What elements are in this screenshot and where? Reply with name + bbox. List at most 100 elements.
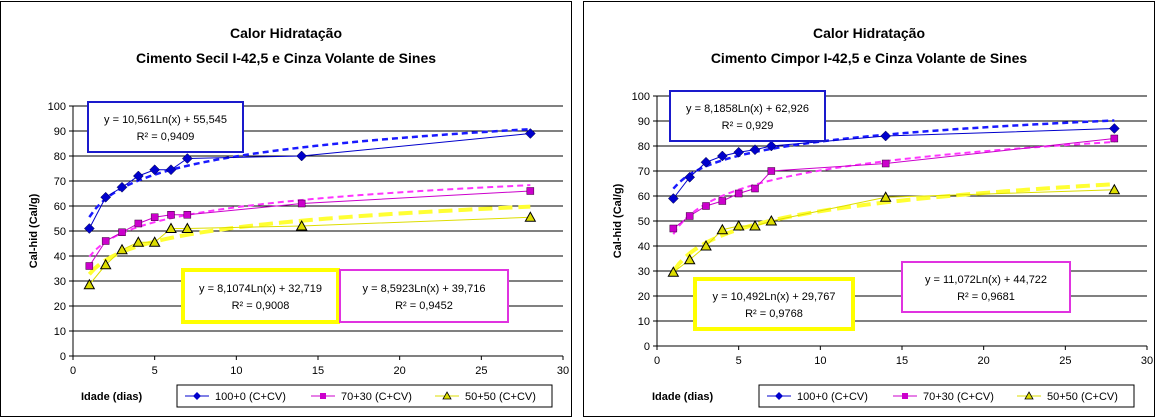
trendline (88, 127, 531, 218)
data-point (1108, 123, 1120, 134)
data-point (700, 156, 712, 168)
y-tick-label: 50 (638, 216, 650, 228)
data-point (100, 191, 112, 203)
chart-panel-secil: Calor Hidratação Cimento Secil I-42,5 e C… (0, 1, 572, 417)
data-point (667, 193, 679, 204)
x-tick-label: 25 (475, 365, 487, 377)
y-tick-label: 40 (638, 241, 650, 253)
data-point (165, 164, 177, 176)
y-tick-label: 60 (54, 201, 66, 213)
x-tick-label: 30 (557, 365, 569, 377)
data-point (880, 130, 892, 142)
y-tick-label: 0 (644, 341, 650, 353)
chart-title: Calor Hidratação (813, 25, 925, 41)
data-point (181, 153, 193, 164)
data-point (765, 214, 778, 226)
trendline-equation-box (87, 101, 244, 153)
legend-label: 70+30 (C+CV) (341, 391, 412, 403)
data-point (295, 219, 308, 231)
y-tick-label: 10 (638, 316, 650, 328)
legend-marker (902, 393, 908, 399)
data-point (685, 212, 694, 220)
x-tick-label: 20 (978, 355, 990, 367)
data-point (1110, 134, 1119, 143)
x-tick-label: 5 (736, 355, 742, 367)
data-point (734, 189, 743, 198)
legend-marker (193, 392, 201, 400)
chart-subtitle: Cimento Cimpor I-42,5 e Cinza Volante de… (711, 50, 1028, 66)
y-tick-label: 60 (638, 191, 650, 203)
legend-label: 100+0 (C+CV) (797, 391, 868, 403)
y-tick-label: 80 (54, 151, 66, 163)
data-point (101, 237, 110, 245)
y-tick-label: 90 (54, 126, 66, 138)
data-point (683, 253, 696, 265)
x-tick-label: 15 (312, 365, 324, 377)
data-point (1108, 183, 1121, 195)
data-point (667, 266, 680, 277)
trendline-r2: R² = 0,9768 (745, 308, 803, 320)
trendline-equation-box (339, 269, 509, 323)
x-tick-label: 0 (70, 365, 76, 377)
trendline (672, 119, 1115, 190)
data-point (526, 187, 535, 195)
x-axis-label: Idade (dias) (81, 391, 142, 403)
y-tick-label: 70 (638, 166, 650, 178)
legend-marker (442, 391, 452, 400)
x-tick-label: 5 (152, 365, 158, 377)
trendline-equation: y = 8,5923Ln(x) + 39,716 (363, 283, 486, 295)
y-tick-label: 30 (54, 276, 66, 288)
chart-svg-cimpor: Calor Hidratação Cimento Cimpor I-42,5 e … (612, 25, 1153, 408)
x-tick-label: 10 (814, 355, 826, 367)
data-point (181, 222, 194, 233)
y-axis-label: Cal-hid (Cal/g) (612, 183, 624, 258)
data-point (767, 167, 776, 175)
data-point (132, 170, 144, 182)
data-point (716, 150, 728, 162)
data-point (718, 197, 727, 205)
legend-label: 100+0 (C+CV) (215, 391, 286, 403)
trendline-equation: y = 8,1858Ln(x) + 62,926 (686, 103, 809, 115)
data-point (83, 223, 95, 234)
y-tick-label: 30 (638, 266, 650, 278)
legend (176, 384, 553, 408)
data-point (700, 239, 712, 251)
data-point (716, 223, 729, 235)
x-tick-label: 25 (1059, 355, 1071, 367)
y-tick-label: 20 (638, 291, 650, 303)
data-point (524, 211, 537, 222)
y-tick-label: 0 (60, 351, 66, 363)
chart-panel-cimpor: Calor Hidratação Cimento Cimpor I-42,5 e … (583, 1, 1155, 417)
trendline (87, 204, 531, 276)
x-tick-label: 10 (230, 365, 242, 377)
trendline-r2: R² = 0,9452 (395, 300, 453, 312)
trendline-r2: R² = 0,9008 (232, 300, 290, 312)
data-point (733, 146, 745, 158)
legend-label: 70+30 (C+CV) (923, 391, 994, 403)
data-point (118, 228, 126, 236)
y-axis-label: Cal-hid (Cal/g) (28, 193, 40, 268)
y-tick-label: 50 (54, 226, 66, 238)
trendline-equation-box (901, 261, 1071, 313)
y-tick-label: 70 (54, 176, 66, 188)
data-point (85, 262, 94, 270)
chart-title: Calor Hidratação (230, 25, 342, 41)
legend-label: 50+50 (C+CV) (465, 391, 536, 403)
x-axis-label: Idade (dias) (652, 391, 713, 403)
x-tick-label: 20 (394, 365, 406, 377)
data-point (148, 236, 161, 247)
data-point (167, 211, 175, 219)
data-point (524, 128, 536, 139)
data-point (83, 278, 96, 290)
data-point (702, 202, 710, 210)
trendline (88, 184, 531, 258)
trendline (671, 182, 1115, 273)
x-tick-label: 0 (654, 355, 660, 367)
data-point (296, 150, 308, 162)
data-point (149, 164, 161, 176)
trendline-equation: y = 8,1074Ln(x) + 32,719 (199, 283, 322, 295)
data-point (749, 144, 761, 156)
x-tick-label: 30 (1141, 355, 1153, 367)
data-point (165, 222, 177, 233)
data-point (669, 224, 678, 233)
